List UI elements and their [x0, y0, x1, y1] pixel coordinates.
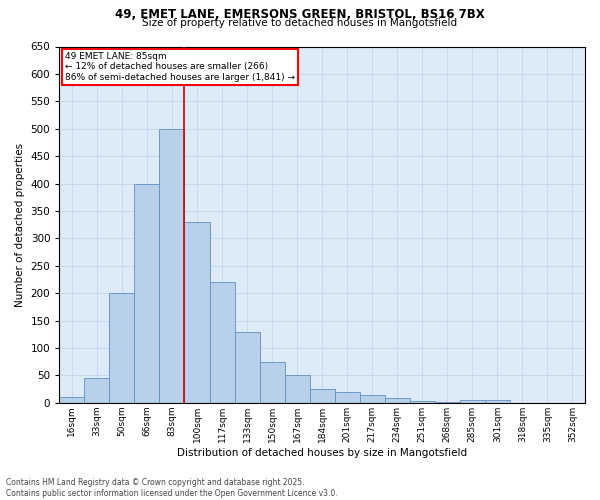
Y-axis label: Number of detached properties: Number of detached properties	[15, 142, 25, 306]
Bar	[160, 128, 184, 403]
Bar	[335, 392, 360, 403]
Bar	[435, 402, 460, 403]
Bar	[485, 400, 510, 403]
Bar	[85, 378, 109, 403]
Bar	[209, 282, 235, 403]
Bar	[260, 362, 284, 403]
X-axis label: Distribution of detached houses by size in Mangotsfield: Distribution of detached houses by size …	[177, 448, 467, 458]
Text: 49, EMET LANE, EMERSONS GREEN, BRISTOL, BS16 7BX: 49, EMET LANE, EMERSONS GREEN, BRISTOL, …	[115, 8, 485, 20]
Text: Contains HM Land Registry data © Crown copyright and database right 2025.
Contai: Contains HM Land Registry data © Crown c…	[6, 478, 338, 498]
Bar	[360, 394, 385, 403]
Text: 49 EMET LANE: 85sqm
← 12% of detached houses are smaller (266)
86% of semi-detac: 49 EMET LANE: 85sqm ← 12% of detached ho…	[65, 52, 295, 82]
Bar	[310, 389, 335, 403]
Text: Size of property relative to detached houses in Mangotsfield: Size of property relative to detached ho…	[142, 18, 458, 28]
Bar	[284, 376, 310, 403]
Bar	[410, 401, 435, 403]
Bar	[460, 400, 485, 403]
Bar	[184, 222, 209, 403]
Bar	[134, 184, 160, 403]
Bar	[109, 293, 134, 403]
Bar	[385, 398, 410, 403]
Bar	[59, 398, 85, 403]
Bar	[235, 332, 260, 403]
